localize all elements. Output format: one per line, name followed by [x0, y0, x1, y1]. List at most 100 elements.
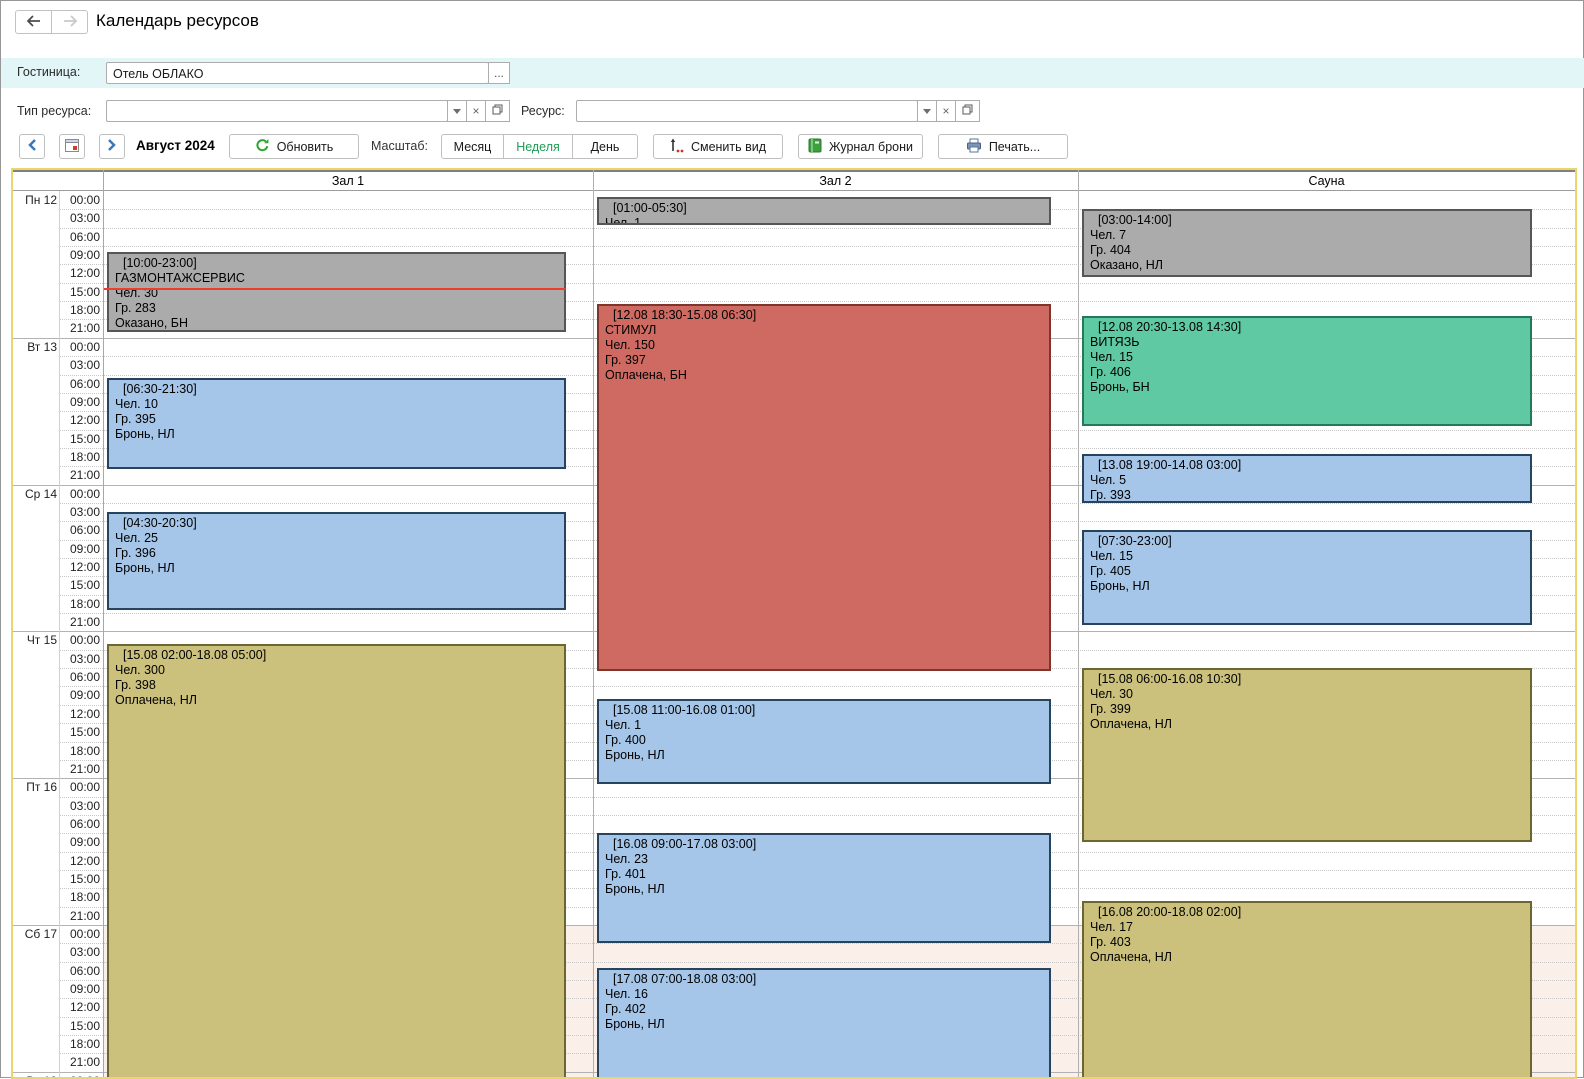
grid-body[interactable]: 00:00 03:00 06:00 09:00 12:00 15:00 18:00 21:00… — [13, 191, 1575, 1077]
back-button[interactable] — [15, 10, 52, 34]
time-label: 09:00 — [69, 394, 100, 409]
change-view-button[interactable]: Сменить вид — [653, 134, 783, 159]
time-label: 18:00 — [69, 890, 100, 905]
scale-day-button[interactable]: День — [572, 134, 638, 159]
time-label: 21:00 — [69, 321, 100, 336]
booking-event[interactable]: [12.08 20:30-13.08 14:30] ВИТЯЗЬ Чел. 15 Гр… — [1082, 316, 1532, 427]
time-label: 12:00 — [69, 706, 100, 721]
resource-type-clear-button[interactable]: × — [466, 100, 486, 122]
previous-period-button[interactable] — [19, 134, 45, 159]
next-period-button[interactable] — [99, 134, 125, 159]
grid-column-separator — [103, 170, 104, 1077]
time-label: 12:00 — [69, 266, 100, 281]
time-label: 15:00 — [69, 871, 100, 886]
refresh-button[interactable]: Обновить — [229, 134, 359, 159]
time-label: 00:00 — [69, 927, 100, 941]
booking-event[interactable]: [06:30-21:30] Чел. 10 Гр. 395 Бронь, НЛ — [107, 377, 566, 470]
time-label: 21:00 — [69, 468, 100, 483]
resource-clear-button[interactable]: × — [936, 100, 956, 122]
time-label: 09:00 — [69, 541, 100, 556]
resource-dropdown-button[interactable] — [917, 100, 937, 122]
booking-event[interactable]: [15.08 02:00-18.08 05:00] Чел. 300 Гр. 398… — [107, 643, 566, 1077]
time-label: 06:00 — [69, 523, 100, 538]
booking-event[interactable]: [15.08 06:00-16.08 10:30] Чел. 30 Гр. 399 О… — [1082, 668, 1532, 843]
booking-event[interactable]: [01:00-05:30] Чел. 1 — [597, 197, 1051, 225]
close-icon: × — [472, 104, 480, 118]
event-detail-line: Чел. 150 — [605, 338, 655, 353]
time-label: 12:00 — [69, 853, 100, 868]
event-detail-line: Чел. 1 — [605, 717, 642, 732]
resource-type-dropdown-button[interactable] — [447, 100, 467, 122]
grid-row-line — [59, 943, 1575, 945]
grid-row-line — [59, 301, 1575, 303]
event-detail-line: ВИТЯЗЬ — [1090, 335, 1140, 350]
event-detail-line: Гр. 398 — [115, 677, 156, 692]
time-label: 03:00 — [69, 358, 100, 373]
booking-event[interactable]: [16.08 20:00-18.08 02:00] Чел. 17 Гр. 403 О… — [1082, 900, 1532, 1077]
booking-event[interactable]: [10:00-23:00] ГАЗМОНТАЖСЕРВИС Чел. 30 Гр. 2… — [107, 252, 566, 332]
event-time-range: [16.08 09:00-17.08 03:00] — [613, 837, 757, 852]
hotel-more-button[interactable]: ... — [488, 62, 510, 84]
event-detail-line: Гр. 404 — [1090, 243, 1131, 258]
day-label: Чт 15 — [26, 633, 57, 648]
print-label: Печать... — [988, 139, 1041, 154]
event-detail-line: Гр. 401 — [605, 867, 646, 882]
time-label: 18:00 — [69, 303, 100, 318]
scale-week-button[interactable]: Неделя — [503, 134, 573, 159]
event-detail-line: Гр. 399 — [1090, 702, 1131, 717]
time-label: 09:00 — [69, 982, 100, 997]
time-label: 12:00 — [69, 413, 100, 428]
axis-swap-icon — [670, 138, 684, 156]
time-label: 21:00 — [69, 1055, 100, 1070]
event-detail-line: Бронь, НЛ — [605, 882, 665, 897]
event-detail-line: Бронь, НЛ — [1090, 579, 1150, 594]
booking-event[interactable]: [16.08 09:00-17.08 03:00] Чел. 23 Гр. 401 Б… — [597, 833, 1051, 944]
time-label: 03:00 — [69, 945, 100, 960]
day-label: Сб 17 — [24, 927, 57, 941]
event-detail-line: Гр. 405 — [1090, 564, 1131, 579]
time-label: 15:00 — [69, 284, 100, 299]
booking-event[interactable]: [12.08 18:30-15.08 06:30] СТИМУЛ Чел. 150 Г… — [597, 304, 1051, 672]
event-time-range: [15.08 11:00-16.08 01:00] — [613, 702, 756, 717]
event-detail-line: Бронь, НЛ — [115, 426, 175, 441]
print-button[interactable]: Печать... — [938, 134, 1068, 159]
resource-field[interactable] — [576, 100, 918, 122]
resource-type-label: Тип ресурса: — [17, 104, 92, 118]
event-time-range: [06:30-21:30] — [123, 381, 197, 396]
calendar-icon — [64, 137, 80, 156]
grid-column-separator — [59, 191, 60, 1077]
booking-event[interactable]: [04:30-20:30] Чел. 25 Гр. 396 Бронь, НЛ — [107, 512, 566, 610]
forward-button[interactable] — [51, 10, 88, 34]
grid-column-separator — [593, 170, 594, 1077]
event-detail-line: Оплачена, НЛ — [115, 692, 197, 707]
booking-event[interactable]: [03:00-14:00] Чел. 7 Гр. 404 Оказано, НЛ — [1082, 209, 1532, 277]
booking-event[interactable]: [15.08 11:00-16.08 01:00] Чел. 1 Гр. 400 Бр… — [597, 698, 1051, 785]
time-label: 09:00 — [69, 248, 100, 263]
resource-type-field[interactable] — [106, 100, 448, 122]
event-detail-line: Чел. 23 — [605, 852, 649, 867]
booking-event[interactable]: [17.08 07:00-18.08 03:00] Чел. 16 Гр. 402 Б… — [597, 967, 1051, 1077]
booking-journal-label: Журнал брони — [828, 139, 914, 154]
hotel-field[interactable]: Отель ОБЛАКО — [106, 62, 489, 84]
grid-row-line — [59, 246, 1575, 248]
event-detail-line: Гр. 397 — [605, 353, 646, 368]
time-label: 03:00 — [69, 504, 100, 519]
time-label: 00:00 — [69, 193, 100, 207]
booking-event[interactable]: [13.08 19:00-14.08 03:00] Чел. 5 Гр. 393 — [1082, 454, 1532, 503]
scale-month-button[interactable]: Месяц — [441, 134, 504, 159]
event-time-range: [15.08 06:00-16.08 10:30] — [1098, 672, 1242, 687]
resource-open-button[interactable] — [955, 100, 980, 122]
event-detail-line: Гр. 396 — [115, 546, 156, 561]
event-detail-line: Бронь, НЛ — [605, 747, 665, 762]
time-label: 15:00 — [69, 578, 100, 593]
time-label: 00:00 — [69, 633, 100, 648]
booking-journal-button[interactable]: Журнал брони — [798, 134, 923, 159]
booking-event[interactable]: [07:30-23:00] Чел. 15 Гр. 405 Бронь, НЛ — [1082, 530, 1532, 626]
choose-date-button[interactable] — [59, 134, 85, 159]
event-detail-line: Бронь, БН — [1090, 380, 1150, 395]
resource-type-open-button[interactable] — [485, 100, 510, 122]
event-time-range: [07:30-23:00] — [1098, 534, 1172, 549]
event-detail-line: Чел. 25 — [115, 531, 159, 546]
event-detail-line: Гр. 400 — [605, 732, 646, 747]
event-detail-line: Чел. 15 — [1090, 549, 1134, 564]
